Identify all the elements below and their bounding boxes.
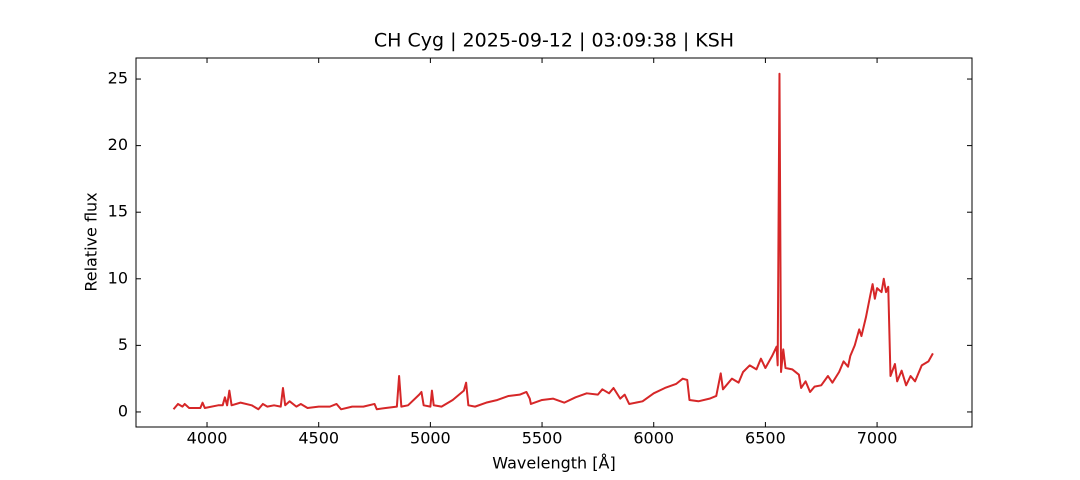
y-tick-label: 15	[108, 202, 128, 221]
spectrum-line	[172, 72, 934, 411]
chart-title: CH Cyg | 2025-09-12 | 03:09:38 | KSH	[374, 30, 734, 52]
y-tick-label: 0	[118, 401, 128, 420]
x-tick-label: 6000	[633, 429, 674, 448]
y-tick-label: 10	[108, 268, 128, 287]
x-tick-label: 7000	[857, 429, 898, 448]
x-tick-label: 4500	[298, 429, 339, 448]
x-axis-label: Wavelength [Å]	[492, 454, 615, 473]
x-tick-label: 5000	[410, 429, 451, 448]
x-tick-label: 6500	[745, 429, 786, 448]
x-tick-label: 5500	[522, 429, 563, 448]
x-tick-label: 4000	[187, 429, 228, 448]
y-tick-label: 5	[118, 335, 128, 354]
y-tick-label: 20	[108, 135, 128, 154]
plot-frame	[135, 57, 973, 428]
y-tick-label: 25	[108, 69, 128, 88]
y-axis-label: Relative flux	[82, 192, 101, 291]
